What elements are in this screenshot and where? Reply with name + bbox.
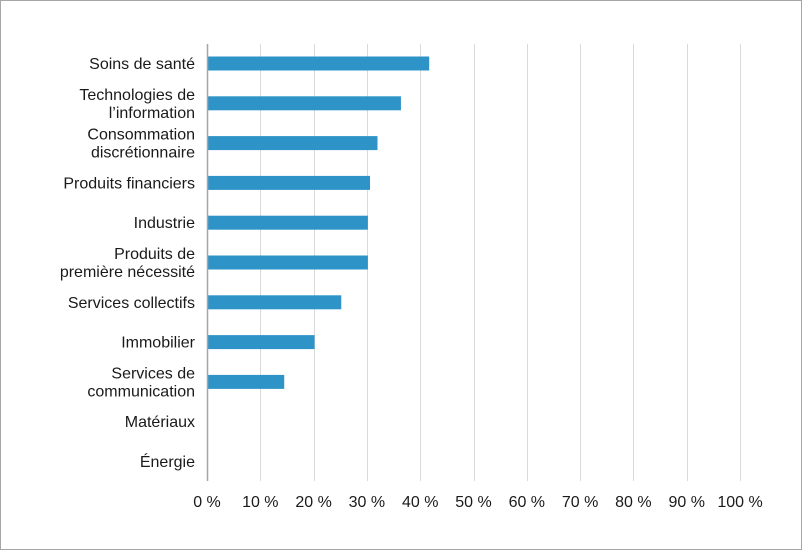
category-label-line: Produits de [114,246,195,263]
category-label: Industrie [134,215,195,232]
bar-5 [208,215,368,230]
x-tick-label: 20 % [295,494,331,511]
bar-8 [208,335,315,350]
category-label-line: Énergie [140,452,195,471]
x-tick-label: 30 % [349,494,385,511]
bar-1 [208,56,430,71]
x-tick-label: 100 % [717,494,762,511]
bar-4 [208,175,371,190]
bars [208,56,430,389]
category-label-line: Immobilier [121,335,195,352]
bar-3 [208,136,378,151]
category-label: Énergie [140,452,195,471]
category-label-line: Technologies de [79,87,195,104]
category-labels: Soins de santé Technologies de l’informati… [60,56,196,471]
category-label-line: discrétionnaire [91,145,195,162]
category-label-line: communication [87,383,195,400]
x-tick-label: 90 % [668,494,704,511]
x-tick-label: 50 % [455,494,491,511]
x-tick-label: 0 % [193,494,221,511]
bar-9 [208,374,285,389]
category-label: Services collectifs [68,295,195,312]
x-tick-labels: 0 % 10 % 20 % 30 % 40 % 50 % 60 % 70 % 80 % 90 % 1… [193,494,762,511]
category-label-line: Consommation [87,127,195,144]
category-label: Matériaux [125,414,195,431]
category-label: Consommation discrétionnaire [87,127,195,162]
category-label-line: Services de [111,365,195,382]
category-label-line: Matériaux [125,414,195,431]
category-label: Produits financiers [63,175,195,192]
x-tick-label: 80 % [615,494,651,511]
category-label-line: l’information [109,105,195,122]
gridlines [260,44,741,481]
x-tick-label: 40 % [402,494,438,511]
bar-6 [208,255,368,270]
category-label: Produits de première nécessité [60,246,195,281]
x-tick-label: 10 % [242,494,278,511]
category-label: Services de communication [87,365,195,400]
category-label-line: Produits financiers [63,175,195,192]
category-label: Technologies de l’information [79,87,195,122]
category-label-line: Soins de santé [89,56,195,73]
category-label: Immobilier [121,335,195,352]
bar-2 [208,96,401,111]
category-label: Soins de santé [89,56,195,73]
category-label-line: Industrie [134,215,195,232]
x-tick-label: 70 % [562,494,598,511]
category-label-line: première nécessité [60,264,195,281]
x-tick-label: 60 % [509,494,545,511]
category-label-line: Services collectifs [68,295,195,312]
bar-7 [208,295,342,310]
